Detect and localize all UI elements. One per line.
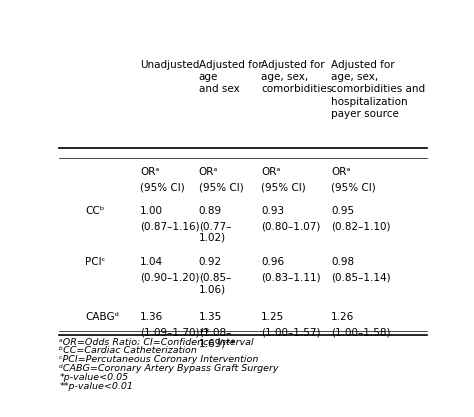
Text: (0.83–1.11): (0.83–1.11) bbox=[261, 273, 321, 283]
Text: CCᵇ: CCᵇ bbox=[85, 206, 104, 216]
Text: CABGᵈ: CABGᵈ bbox=[85, 312, 119, 322]
Text: PCIᶜ: PCIᶜ bbox=[85, 257, 105, 267]
Text: (1.09–1.70)**: (1.09–1.70)** bbox=[140, 327, 210, 337]
Text: (95% CI): (95% CI) bbox=[261, 182, 306, 192]
Text: 1.00: 1.00 bbox=[140, 206, 163, 216]
Text: (1.00–1.57): (1.00–1.57) bbox=[261, 327, 321, 337]
Text: 1.25: 1.25 bbox=[261, 312, 284, 322]
Text: (95% CI): (95% CI) bbox=[331, 182, 376, 192]
Text: ᵈCABG=Coronary Artery Bypass Graft Surgery: ᵈCABG=Coronary Artery Bypass Graft Surge… bbox=[59, 364, 279, 373]
Text: (0.80–1.07): (0.80–1.07) bbox=[261, 221, 321, 231]
Text: (0.85–1.14): (0.85–1.14) bbox=[331, 273, 391, 283]
Text: ORᵃ: ORᵃ bbox=[199, 167, 218, 177]
Text: 0.89: 0.89 bbox=[199, 206, 222, 216]
Text: (95% CI): (95% CI) bbox=[140, 182, 185, 192]
Text: 1.36: 1.36 bbox=[140, 312, 164, 322]
Text: (0.77–
1.02): (0.77– 1.02) bbox=[199, 221, 231, 243]
Text: 0.95: 0.95 bbox=[331, 206, 354, 216]
Text: (1.08–
1.69)**: (1.08– 1.69)** bbox=[199, 327, 237, 349]
Text: Adjusted for
age, sex,
comorbidities: Adjusted for age, sex, comorbidities bbox=[261, 60, 333, 95]
Text: 0.98: 0.98 bbox=[331, 257, 354, 267]
Text: (0.85–
1.06): (0.85– 1.06) bbox=[199, 273, 231, 294]
Text: (0.87–1.16): (0.87–1.16) bbox=[140, 221, 200, 231]
Text: (95% CI): (95% CI) bbox=[199, 182, 244, 192]
Text: 1.35: 1.35 bbox=[199, 312, 222, 322]
Text: ORᵃ: ORᵃ bbox=[261, 167, 281, 177]
Text: (0.82–1.10): (0.82–1.10) bbox=[331, 221, 391, 231]
Text: 1.26: 1.26 bbox=[331, 312, 355, 322]
Text: ᵃOR=Odds Ratio; CI=Confidence Interval: ᵃOR=Odds Ratio; CI=Confidence Interval bbox=[59, 337, 254, 347]
Text: 1.04: 1.04 bbox=[140, 257, 163, 267]
Text: (1.00–1.58): (1.00–1.58) bbox=[331, 327, 391, 337]
Text: ORᵃ: ORᵃ bbox=[140, 167, 159, 177]
Text: **p-value<0.01: **p-value<0.01 bbox=[59, 382, 133, 392]
Text: Unadjusted: Unadjusted bbox=[140, 60, 200, 70]
Text: 0.92: 0.92 bbox=[199, 257, 222, 267]
Text: Adjusted for
age, sex,
comorbidities and
hospitalization
payer source: Adjusted for age, sex, comorbidities and… bbox=[331, 60, 425, 119]
Text: ᵇCC=Cardiac Catheterization: ᵇCC=Cardiac Catheterization bbox=[59, 347, 197, 355]
Text: ᶜPCI=Percutaneous Coronary Intervention: ᶜPCI=Percutaneous Coronary Intervention bbox=[59, 355, 259, 364]
Text: 0.93: 0.93 bbox=[261, 206, 284, 216]
Text: (0.90–1.20): (0.90–1.20) bbox=[140, 273, 200, 283]
Text: *p-value<0.05: *p-value<0.05 bbox=[59, 373, 128, 382]
Text: 0.96: 0.96 bbox=[261, 257, 284, 267]
Text: ORᵃ: ORᵃ bbox=[331, 167, 350, 177]
Text: Adjusted for
age
and sex: Adjusted for age and sex bbox=[199, 60, 263, 95]
